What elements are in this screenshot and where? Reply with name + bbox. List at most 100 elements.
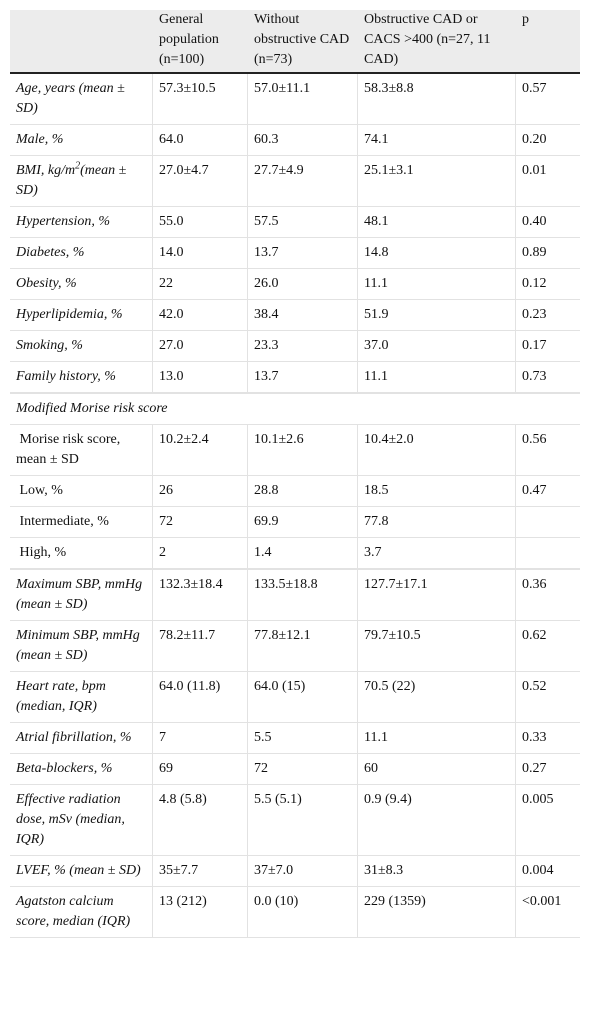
row-label-text: Morise risk score, mean ± SD bbox=[16, 432, 121, 467]
table-row: LVEF, % (mean ± SD) 35±7.7 37±7.0 31±8.3… bbox=[10, 856, 580, 887]
cell-p: 0.23 bbox=[516, 300, 580, 331]
table-row: Smoking, % 27.0 23.3 37.0 0.17 bbox=[10, 331, 580, 362]
cell-obstructive: 74.1 bbox=[358, 125, 516, 156]
cell-general: 42.0 bbox=[153, 300, 248, 331]
cell-obstructive: 11.1 bbox=[358, 269, 516, 300]
cell-general: 72 bbox=[153, 507, 248, 538]
cell-p: 0.33 bbox=[516, 723, 580, 754]
section-title: Modified Morise risk score bbox=[10, 394, 580, 425]
row-label-text: BMI, kg/m bbox=[16, 163, 76, 178]
row-label: High, % bbox=[10, 538, 153, 569]
table-container: General population (n=100) Without obstr… bbox=[10, 10, 580, 938]
table-row: Hypertension, % 55.0 57.5 48.1 0.40 bbox=[10, 207, 580, 238]
cell-p: 0.47 bbox=[516, 476, 580, 507]
cell-p: 0.36 bbox=[516, 570, 580, 621]
table-row: Maximum SBP, mmHg (mean ± SD) 132.3±18.4… bbox=[10, 570, 580, 621]
cell-p: 0.56 bbox=[516, 425, 580, 476]
cell-without: 57.0±11.1 bbox=[248, 74, 358, 125]
cell-without: 13.7 bbox=[248, 362, 358, 393]
spacer-row bbox=[10, 569, 580, 570]
cell-obstructive: 11.1 bbox=[358, 362, 516, 393]
cell-p: 0.12 bbox=[516, 269, 580, 300]
cell-without: 28.8 bbox=[248, 476, 358, 507]
cell-p: 0.01 bbox=[516, 156, 580, 207]
row-label: Beta-blockers, % bbox=[10, 754, 153, 785]
cell-general: 14.0 bbox=[153, 238, 248, 269]
table-row: Intermediate, % 72 69.9 77.8 bbox=[10, 507, 580, 538]
header-obstructive-cad: Obstructive CAD or CACS >400 (n=27, 11 C… bbox=[358, 10, 516, 74]
cell-p bbox=[516, 538, 580, 569]
table-row: Minimum SBP, mmHg (mean ± SD) 78.2±11.7 … bbox=[10, 621, 580, 672]
table-row: Morise risk score, mean ± SD 10.2±2.4 10… bbox=[10, 425, 580, 476]
cell-without: 5.5 bbox=[248, 723, 358, 754]
cell-general: 13 (212) bbox=[153, 887, 248, 938]
cell-obstructive: 10.4±2.0 bbox=[358, 425, 516, 476]
cell-general: 64.0 (11.8) bbox=[153, 672, 248, 723]
cell-general: 2 bbox=[153, 538, 248, 569]
table-row: Effective radiation dose, mSv (median, I… bbox=[10, 785, 580, 856]
row-label: Agatston calcium score, median (IQR) bbox=[10, 887, 153, 938]
row-label-text: High, % bbox=[19, 545, 67, 560]
row-label: Age, years (mean ± SD) bbox=[10, 74, 153, 125]
cell-obstructive: 70.5 (22) bbox=[358, 672, 516, 723]
section-row: Modified Morise risk score bbox=[10, 394, 580, 425]
cell-without: 0.0 (10) bbox=[248, 887, 358, 938]
cell-obstructive: 51.9 bbox=[358, 300, 516, 331]
cell-general: 55.0 bbox=[153, 207, 248, 238]
cell-general: 27.0 bbox=[153, 331, 248, 362]
cell-obstructive: 25.1±3.1 bbox=[358, 156, 516, 207]
row-label: Smoking, % bbox=[10, 331, 153, 362]
cell-p: 0.004 bbox=[516, 856, 580, 887]
cell-general: 64.0 bbox=[153, 125, 248, 156]
cell-without: 5.5 (5.1) bbox=[248, 785, 358, 856]
cell-p bbox=[516, 507, 580, 538]
cell-obstructive: 18.5 bbox=[358, 476, 516, 507]
cell-obstructive: 229 (1359) bbox=[358, 887, 516, 938]
table-row: Male, % 64.0 60.3 74.1 0.20 bbox=[10, 125, 580, 156]
row-label: Diabetes, % bbox=[10, 238, 153, 269]
cell-general: 26 bbox=[153, 476, 248, 507]
cell-general: 7 bbox=[153, 723, 248, 754]
cell-without: 10.1±2.6 bbox=[248, 425, 358, 476]
table-row: Agatston calcium score, median (IQR) 13 … bbox=[10, 887, 580, 938]
cell-p: 0.52 bbox=[516, 672, 580, 723]
cell-p: 0.73 bbox=[516, 362, 580, 393]
header-general-population: General population (n=100) bbox=[153, 10, 248, 74]
row-label-text: Low, % bbox=[19, 483, 63, 498]
cell-without: 23.3 bbox=[248, 331, 358, 362]
table-row: Atrial fibrillation, % 7 5.5 11.1 0.33 bbox=[10, 723, 580, 754]
cell-without: 60.3 bbox=[248, 125, 358, 156]
row-label: LVEF, % (mean ± SD) bbox=[10, 856, 153, 887]
cell-without: 1.4 bbox=[248, 538, 358, 569]
cell-p: 0.89 bbox=[516, 238, 580, 269]
row-label: Low, % bbox=[10, 476, 153, 507]
row-label: Effective radiation dose, mSv (median, I… bbox=[10, 785, 153, 856]
table-row: Diabetes, % 14.0 13.7 14.8 0.89 bbox=[10, 238, 580, 269]
cell-without: 26.0 bbox=[248, 269, 358, 300]
row-label: Obesity, % bbox=[10, 269, 153, 300]
row-label: Male, % bbox=[10, 125, 153, 156]
row-label: Maximum SBP, mmHg (mean ± SD) bbox=[10, 570, 153, 621]
cell-obstructive: 60 bbox=[358, 754, 516, 785]
table-row: Beta-blockers, % 69 72 60 0.27 bbox=[10, 754, 580, 785]
cell-general: 132.3±18.4 bbox=[153, 570, 248, 621]
cell-obstructive: 127.7±17.1 bbox=[358, 570, 516, 621]
table-row: Hyperlipidemia, % 42.0 38.4 51.9 0.23 bbox=[10, 300, 580, 331]
row-label-suffix: (mean ± SD) bbox=[16, 163, 127, 198]
cell-obstructive: 37.0 bbox=[358, 331, 516, 362]
table-row: High, % 2 1.4 3.7 bbox=[10, 538, 580, 569]
row-label-superscript: 2 bbox=[75, 160, 81, 172]
cell-without: 77.8±12.1 bbox=[248, 621, 358, 672]
cell-obstructive: 77.8 bbox=[358, 507, 516, 538]
cell-obstructive: 0.9 (9.4) bbox=[358, 785, 516, 856]
cell-p: 0.27 bbox=[516, 754, 580, 785]
table-row: Family history, % 13.0 13.7 11.1 0.73 bbox=[10, 362, 580, 393]
table-row: BMI, kg/m2(mean ± SD) 27.0±4.7 27.7±4.9 … bbox=[10, 156, 580, 207]
cell-general: 13.0 bbox=[153, 362, 248, 393]
cell-general: 22 bbox=[153, 269, 248, 300]
row-label: BMI, kg/m2(mean ± SD) bbox=[10, 156, 153, 207]
cell-obstructive: 3.7 bbox=[358, 538, 516, 569]
cell-general: 4.8 (5.8) bbox=[153, 785, 248, 856]
cell-without: 69.9 bbox=[248, 507, 358, 538]
cell-without: 37±7.0 bbox=[248, 856, 358, 887]
